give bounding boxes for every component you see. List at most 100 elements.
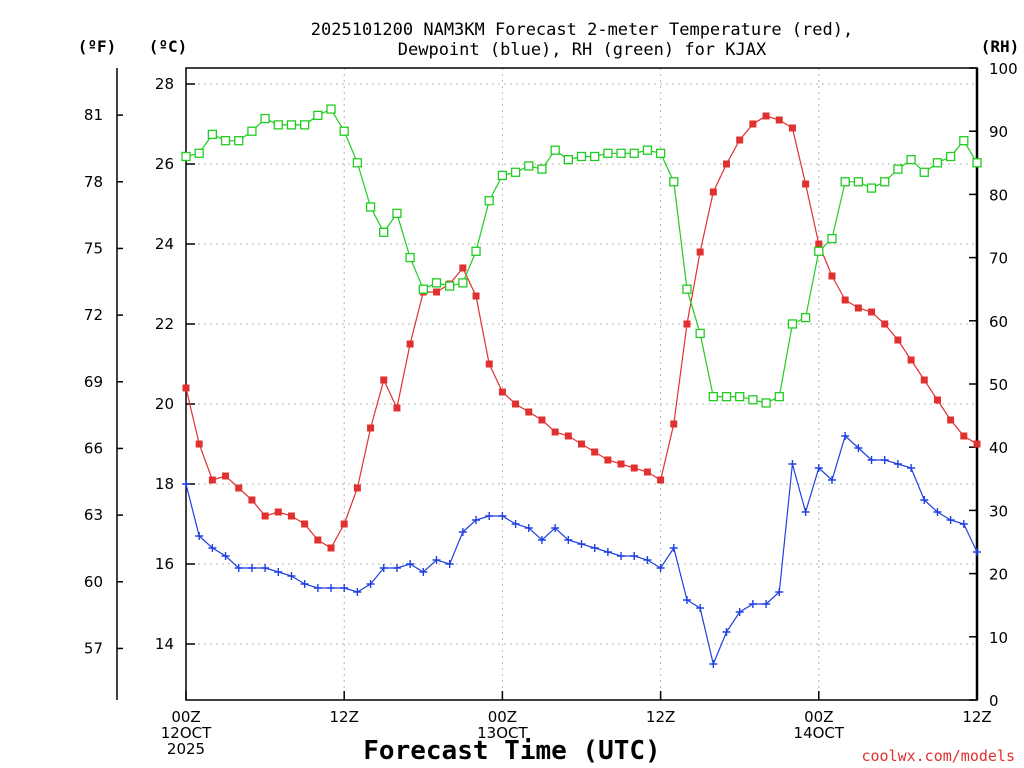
temperature-point: [815, 240, 823, 248]
rh-tick-label: 30: [989, 502, 1008, 520]
rh-point: [945, 151, 956, 162]
dewpoint-point: [313, 584, 322, 592]
temperature-point: [287, 512, 295, 520]
temperature-point: [564, 432, 572, 440]
series-rh: [181, 104, 982, 408]
rh-point: [497, 170, 508, 181]
temperature-point: [604, 456, 612, 464]
rh-point: [972, 158, 982, 168]
fahrenheit-tick-label: 75: [84, 239, 103, 257]
rh-point: [603, 148, 613, 158]
temperature-point: [591, 448, 599, 456]
rh-unit-label: (RH): [981, 37, 1020, 56]
dewpoint-point: [893, 460, 902, 468]
rh-tick-label: 60: [989, 313, 1008, 331]
dewpoint-point: [247, 564, 256, 572]
fahrenheit-tick-label: 69: [84, 373, 103, 391]
dewpoint-point: [195, 532, 204, 540]
dewpoint-point: [524, 524, 533, 532]
rh-tick-label: 0: [989, 692, 999, 710]
temperature-point: [881, 320, 889, 328]
dewpoint-point: [234, 564, 243, 572]
rh-point: [682, 284, 692, 294]
temperature-point: [327, 544, 335, 552]
rh-point: [563, 154, 573, 165]
temperature-point: [261, 512, 269, 520]
temperature-point: [657, 476, 665, 484]
dewpoint-point: [933, 508, 942, 516]
celsius-tick-label: 14: [155, 635, 174, 653]
dewpoint-point: [748, 600, 757, 608]
rh-point: [220, 136, 231, 146]
dewpoint-point: [406, 560, 415, 568]
temperature-point: [314, 536, 322, 544]
dewpoint-point: [300, 580, 309, 588]
fahrenheit-tick-label: 57: [84, 639, 103, 657]
dewpoint-point: [959, 520, 968, 528]
rh-tick-label: 40: [989, 439, 1008, 457]
temperature-point: [723, 160, 731, 168]
dewpoint-point: [722, 628, 731, 636]
rh-point: [537, 164, 547, 174]
dewpoint-point: [221, 552, 230, 560]
temperature-point: [235, 484, 243, 492]
dewpoint-point: [511, 520, 520, 528]
dewpoint-point: [854, 444, 863, 452]
temperature-point: [538, 416, 546, 424]
rh-point: [893, 164, 903, 174]
fahrenheit-tick-label: 78: [84, 173, 103, 191]
chart-title-line-1: 2025101200 NAM3KM Forecast 2-meter Tempe…: [311, 20, 853, 40]
temperature-point: [472, 292, 480, 300]
rh-point: [286, 120, 297, 130]
fahrenheit-unit-label: (ºF): [78, 37, 117, 56]
x-tick-label: 12Z: [646, 708, 675, 726]
dewpoint-point: [353, 588, 362, 596]
dewpoint-point: [630, 552, 639, 560]
rh-tick-label: 80: [989, 186, 1008, 204]
dewpoint-point: [274, 568, 283, 576]
dewpoint-point: [498, 512, 507, 520]
temperature-point: [736, 136, 744, 144]
x-tick-label: 12Z: [962, 708, 991, 726]
dewpoint-point: [182, 480, 190, 488]
dewpoint-point: [458, 528, 467, 536]
rh-point: [787, 319, 798, 329]
celsius-unit-label: (ºC): [149, 37, 188, 56]
dewpoint-point: [577, 540, 586, 548]
dewpoint-point: [590, 544, 599, 552]
rh-point: [708, 391, 718, 402]
temperature-point: [222, 472, 230, 480]
data-series: [181, 104, 982, 668]
rh-point: [339, 126, 349, 136]
temperature-point: [894, 336, 902, 344]
dewpoint-point: [472, 516, 481, 524]
rh-tick-label: 50: [989, 376, 1008, 394]
rh-point: [484, 196, 494, 206]
rh-point: [932, 158, 943, 168]
dewpoint-point: [682, 596, 691, 604]
dewpoint-point: [208, 544, 217, 552]
celsius-tick-label: 16: [155, 555, 174, 573]
dewpoint-point: [287, 572, 296, 580]
x-tick-label: 00Z: [804, 708, 833, 726]
x-tick-label: 2025: [167, 740, 205, 758]
celsius-tick-label: 18: [155, 475, 174, 493]
rh-point: [906, 154, 916, 165]
temperature-point: [208, 476, 216, 484]
temperature-point: [340, 520, 348, 528]
dewpoint-point: [867, 456, 876, 464]
temperature-point: [551, 428, 559, 436]
rh-point: [234, 136, 244, 146]
temperature-point: [960, 432, 968, 440]
temperature-point: [578, 440, 585, 448]
dewpoint-point: [973, 548, 981, 556]
dewpoint-point: [564, 536, 573, 544]
temperature-point: [353, 484, 361, 492]
dewpoint-point: [827, 476, 836, 484]
dewpoint-point: [946, 516, 955, 524]
temperature-point: [380, 376, 388, 384]
rh-point: [919, 167, 929, 177]
rh-point: [576, 151, 587, 162]
rh-point: [866, 183, 877, 193]
dewpoint-point: [366, 580, 375, 588]
